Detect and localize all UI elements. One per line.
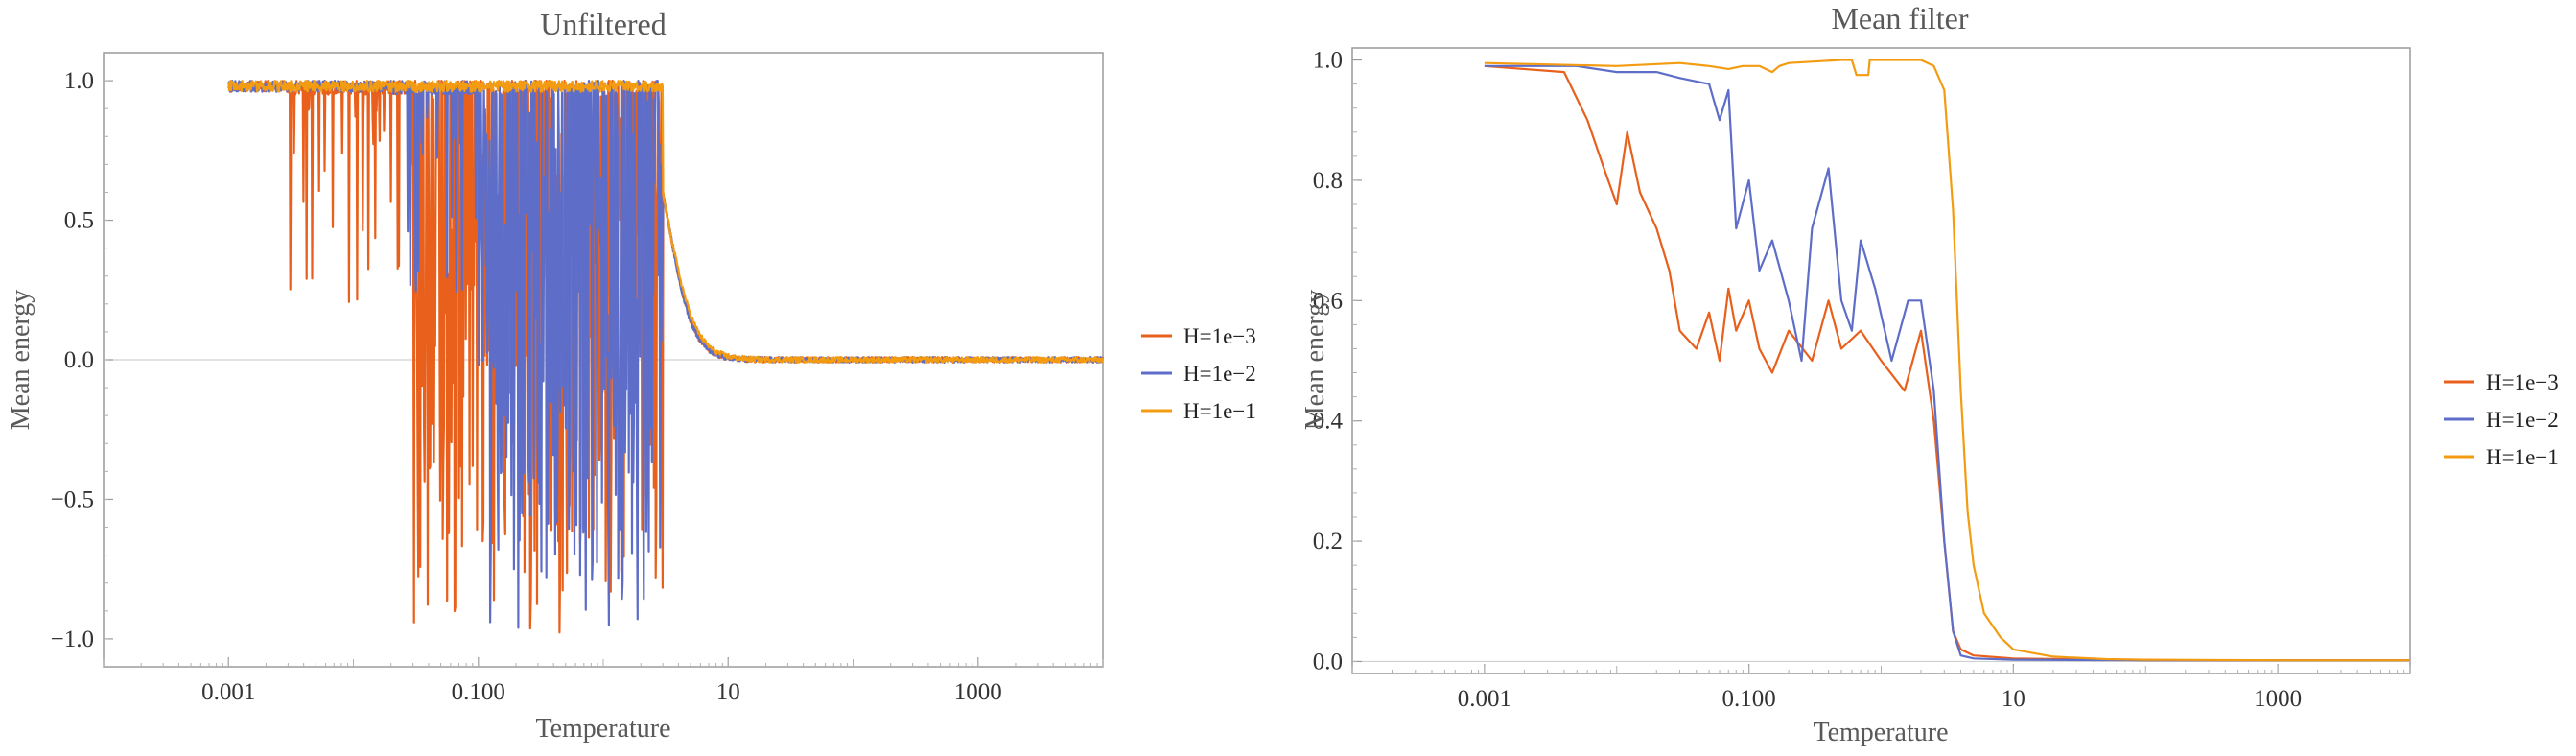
chart-unfiltered: Unfiltered −1.0 −0.5 0.0 0.5 1.0 0.001 0.100 1… xyxy=(6,7,1256,744)
y-tick-label: 0.0 xyxy=(64,347,94,373)
y-tick-label: 0.4 xyxy=(1313,409,1344,435)
chart-title: Mean filter xyxy=(1831,1,1968,35)
x-tick-label: 1000 xyxy=(2254,686,2302,712)
x-axis-label: Temperature xyxy=(1813,718,1948,747)
legend-label: H=1e−2 xyxy=(2486,408,2559,432)
series-line-H=1e-1 xyxy=(1484,59,2410,662)
x-tick-label: 0.100 xyxy=(452,679,505,705)
series-line-H=1e-2 xyxy=(227,79,1105,629)
y-tick-label: 0.6 xyxy=(1313,288,1343,314)
legend: H=1e−3 H=1e−2 H=1e−1 xyxy=(1141,324,1256,423)
y-tick-label: 0.0 xyxy=(1313,649,1343,674)
x-tick-label: 0.001 xyxy=(201,679,255,705)
y-tick-label: 0.8 xyxy=(1313,168,1343,194)
y-tick-label: 0.2 xyxy=(1313,529,1343,555)
y-axis-label: Mean energy xyxy=(6,290,35,430)
legend: H=1e−3 H=1e−2 H=1e−1 xyxy=(2444,370,2559,469)
y-tick-label: −0.5 xyxy=(51,486,94,512)
x-axis-label: Temperature xyxy=(535,714,670,744)
legend-label: H=1e−3 xyxy=(2486,370,2559,394)
chart-mean-filter: Mean filter 0.0 0.2 0.4 0.6 0.8 1.0 0.001 0.10… xyxy=(1300,1,2559,747)
chart-title: Unfiltered xyxy=(540,7,667,41)
y-tick-label: −1.0 xyxy=(51,626,94,652)
legend-label: H=1e−1 xyxy=(1183,399,1256,423)
legend-label: H=1e−1 xyxy=(2486,445,2559,469)
series-line-H=1e-1 xyxy=(227,79,1105,364)
y-tick-label: 1.0 xyxy=(64,68,94,94)
x-tick-label: 0.100 xyxy=(1722,686,1776,712)
series-line-H=1e-3 xyxy=(227,79,1104,634)
x-tick-label: 10 xyxy=(716,679,740,705)
legend-label: H=1e−3 xyxy=(1183,324,1256,348)
y-tick-label: 1.0 xyxy=(1313,48,1343,74)
series-line-H=1e-2 xyxy=(1484,64,2410,662)
x-tick-label: 10 xyxy=(2002,686,2026,712)
y-tick-label: 0.5 xyxy=(64,208,94,234)
x-tick-label: 1000 xyxy=(954,679,1002,705)
y-axis-label: Mean energy xyxy=(1300,290,1330,430)
legend-label: H=1e−2 xyxy=(1183,362,1256,386)
x-tick-label: 0.001 xyxy=(1458,686,1511,712)
